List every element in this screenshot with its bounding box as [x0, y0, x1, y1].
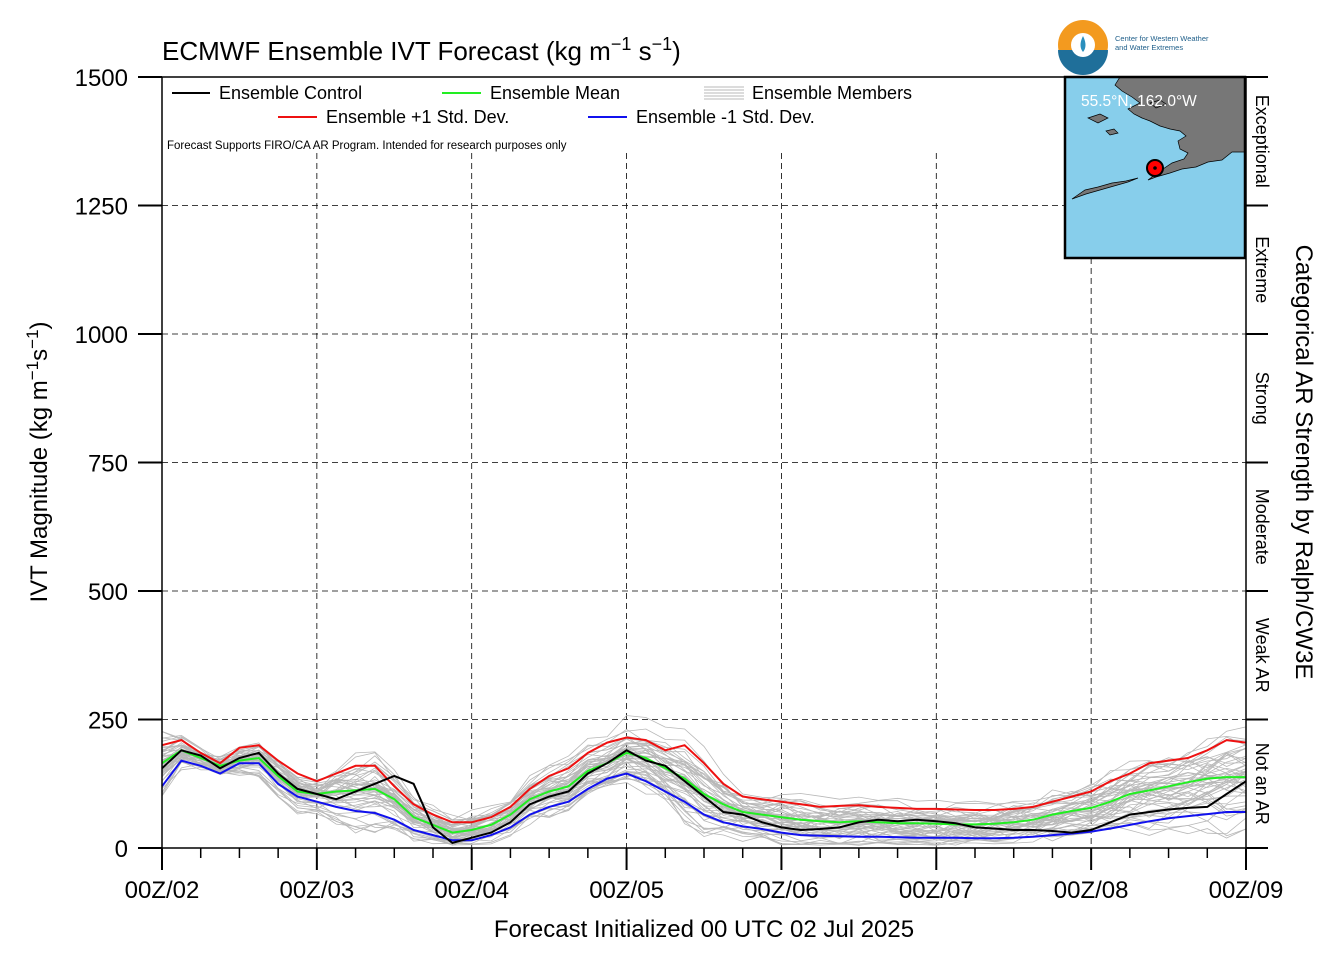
y-axis-label: IVT Magnitude (kg m−1s−1)	[23, 321, 53, 602]
ensemble-member-line	[161, 742, 1247, 832]
ensemble-plus-std-line	[161, 736, 1247, 824]
x-tick-label: 00Z/05	[589, 877, 664, 904]
ensemble-member-line	[161, 744, 1247, 829]
y-tick-label: 0	[115, 836, 128, 863]
inset-map-land	[1114, 76, 1246, 181]
y-tick-label: 500	[88, 579, 128, 606]
right-axis-label: Categorical AR Strength by Ralph/CW3E	[1290, 245, 1317, 680]
logo-drop-icon	[1080, 36, 1086, 52]
inset-map-island-chain	[1071, 177, 1139, 200]
ensemble-minus-std-line	[161, 759, 1246, 842]
ar-category-labels: Not an AR Weak AR Moderate Strong Extreme Exc…	[1252, 95, 1272, 825]
chart-title: ECMWF Ensemble IVT Forecast (kg m−1 s−1)	[162, 34, 681, 66]
logo-text-line1: Center for Western Weather	[1115, 34, 1209, 43]
ensemble-member-line	[161, 752, 1247, 842]
y-tick-label: 250	[88, 708, 128, 735]
inset-map-island	[1149, 99, 1167, 109]
disclaimer-note: Forecast Supports FIRO/CA AR Program. In…	[167, 140, 567, 152]
y-tick-label: 1000	[75, 322, 128, 349]
y-tick-label: 750	[88, 451, 128, 478]
axis-ticks	[138, 76, 1268, 870]
ensemble-member-line	[161, 763, 1247, 846]
ensemble-control-line	[161, 749, 1247, 844]
legend-label-mean: Ensemble Mean	[490, 83, 620, 103]
x-tick-label: 00Z/03	[279, 877, 354, 904]
series-lines	[161, 736, 1247, 844]
ensemble-member-line	[161, 735, 1247, 846]
logo-water-icon	[1058, 50, 1108, 75]
ensemble-mean-line	[161, 749, 1246, 834]
x-tick-label: 00Z/09	[1209, 877, 1284, 904]
x-tick-label: 00Z/06	[744, 877, 819, 904]
x-tick-label: 00Z/07	[899, 877, 974, 904]
legend: Ensemble Control Ensemble Mean Ensemble …	[172, 83, 912, 127]
ensemble-member-line	[161, 737, 1247, 821]
inset-map: 55.5°N, 162.0°W	[1063, 75, 1247, 260]
ar-category-label: Moderate	[1252, 489, 1272, 565]
ensemble-member-line	[161, 737, 1247, 840]
ensemble-member-line	[161, 753, 1247, 844]
x-tick-label: 00Z/08	[1054, 877, 1129, 904]
ensemble-member-line	[161, 753, 1247, 839]
y-tick-labels: 0 250 500 750 1000 1250 1500	[75, 65, 128, 863]
ensemble-member-line	[161, 754, 1247, 845]
x-tick-labels: 00Z/02 00Z/03 00Z/04 00Z/05 00Z/06 00Z/07 00Z/…	[125, 877, 1284, 904]
x-tick-label: 00Z/04	[434, 877, 509, 904]
ensemble-member-line	[161, 744, 1247, 841]
legend-label-members: Ensemble Members	[752, 83, 912, 103]
ar-category-label: Not an AR	[1252, 743, 1272, 825]
inset-map-island	[1105, 128, 1119, 136]
legend-swatch-members	[704, 86, 744, 100]
logo-text-line2: and Water Extremes	[1115, 43, 1183, 52]
ensemble-member-line	[161, 715, 1247, 821]
ensemble-member-line	[161, 738, 1247, 834]
cw3e-logo: Center for Western Weather and Water Ext…	[1058, 20, 1209, 75]
grid-lines	[162, 153, 1246, 848]
y-tick-label: 1500	[75, 65, 128, 92]
inset-map-location-label: 55.5°N, 162.0°W	[1081, 93, 1197, 110]
x-axis-label: Forecast Initialized 00 UTC 02 Jul 2025	[494, 916, 914, 943]
inset-map-frame	[1063, 75, 1247, 260]
ar-category-label: Weak AR	[1252, 618, 1272, 693]
ar-category-label: Exceptional	[1252, 95, 1272, 188]
ar-category-label: Extreme	[1252, 236, 1272, 303]
legend-label-control: Ensemble Control	[219, 83, 362, 103]
x-tick-label: 00Z/02	[125, 877, 200, 904]
ar-category-label: Strong	[1252, 372, 1272, 425]
inset-map-island	[1087, 113, 1109, 124]
ensemble-member-line	[161, 736, 1247, 845]
legend-label-plus-std: Ensemble +1 Std. Dev.	[326, 107, 509, 127]
ensemble-members	[161, 715, 1247, 846]
legend-label-minus-std: Ensemble -1 Std. Dev.	[636, 107, 815, 127]
y-tick-label: 1250	[75, 194, 128, 221]
